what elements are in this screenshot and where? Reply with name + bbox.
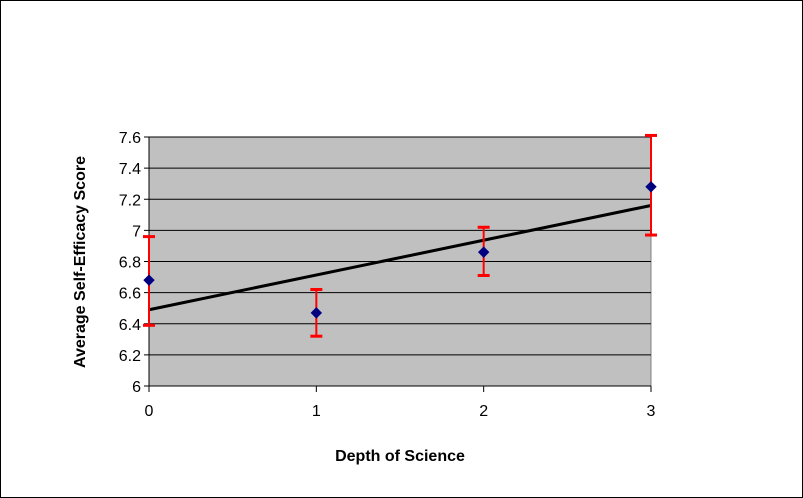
y-tick-label: 6.6 — [119, 286, 141, 303]
y-tick-label: 7 — [132, 223, 141, 240]
x-tick-label: 1 — [312, 403, 321, 420]
trendline — [148, 204, 652, 312]
y-tick-label: 7.2 — [119, 192, 141, 209]
x-axis-ticks: 0 1 2 3 — [145, 386, 656, 420]
data-point — [645, 181, 657, 193]
x-tick-label: 0 — [145, 403, 154, 420]
data-points — [143, 181, 657, 319]
y-axis-title: Average Self-Efficacy Score — [72, 156, 89, 368]
y-tick-label: 6 — [132, 379, 141, 396]
x-tick-label: 3 — [647, 403, 656, 420]
y-tick-label: 7.6 — [119, 130, 141, 147]
y-tick-label: 6.2 — [119, 348, 141, 365]
x-tick-label: 2 — [479, 403, 488, 420]
data-point — [477, 246, 490, 258]
data-point — [310, 307, 323, 319]
data-point — [143, 274, 155, 286]
y-tick-label: 6.8 — [119, 255, 141, 272]
gridlines — [148, 136, 651, 387]
y-tick-label: 7.4 — [119, 161, 141, 178]
x-axis-title: Depth of Science — [335, 448, 465, 465]
trendline-group — [148, 204, 652, 312]
y-axis-ticks: 6 6.2 6.4 6.6 6.8 7 7.2 7.4 7.6 — [119, 130, 149, 396]
y-tick-label: 6.4 — [119, 317, 141, 334]
